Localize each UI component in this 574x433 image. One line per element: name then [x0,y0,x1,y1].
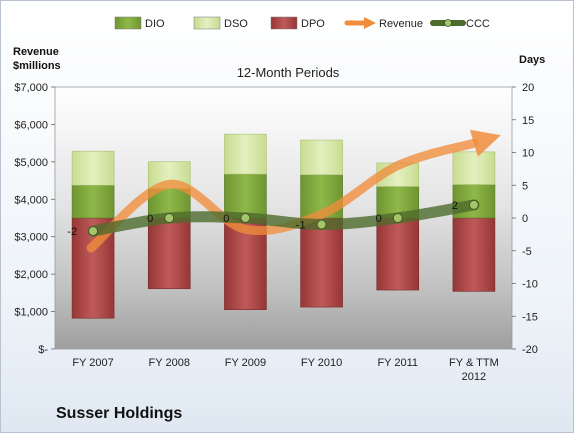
legend-swatch-dpo [270,16,298,30]
legend-label-ccc: CCC [466,18,490,30]
left-axis-tick-label: $3,000 [14,232,48,244]
right-axis-title: Days [519,54,546,66]
category-label: FY 2010 [301,357,342,369]
right-axis-tick-label: -15 [522,311,538,323]
ccc-data-label: -1 [296,220,306,232]
dso-bar [224,133,267,175]
legend-swatch-revenue-head [364,17,376,29]
legend-swatch-dio [114,16,142,30]
right-axis-tick-label: -10 [522,279,538,291]
chart-title: 12-Month Periods [236,65,340,80]
right-axis-tick-label: 20 [522,82,534,94]
ccc-point [468,199,479,210]
dpo-bar [452,217,496,292]
category-label: FY & TTM [449,357,499,369]
dso-bar [71,150,115,186]
ccc-data-label: 0 [223,213,229,225]
ccc-point [316,219,327,230]
legend-label-revenue: Revenue [379,18,423,30]
left-axis-title: Revenue $millions [13,45,61,73]
category-label: FY 2011 [377,357,418,369]
ccc-data-label: 0 [147,213,153,225]
category-label: 2012 [462,371,486,383]
dso-bar [300,139,343,176]
category-label: FY 2007 [72,357,113,369]
right-axis-tick-label: 0 [522,213,528,225]
legend-swatch-ccc-dot [444,19,452,27]
revenue-arrowhead [469,129,501,157]
left-axis-title-line2: $millions [13,60,61,72]
category-label: FY 2008 [149,357,190,369]
dio-bar [224,173,267,219]
dio-bar [71,184,115,219]
right-axis-tick-label: 5 [522,180,528,192]
dso-bar [452,151,496,185]
left-axis-tick-label: $2,000 [14,269,48,281]
left-axis-tick-label: $4,000 [14,194,48,206]
category-label: FY 2009 [225,357,266,369]
left-axis-tick-label: $- [38,344,48,356]
dpo-bar [300,217,343,308]
ccc-point [392,213,403,223]
right-axis-tick-label: 10 [522,148,534,160]
legend-label-dio: DIO [145,18,165,30]
left-axis-tick-label: $7,000 [14,82,48,94]
right-axis-tick-label: -5 [522,246,532,258]
revenue-line [86,138,479,253]
dpo-bar [376,217,420,291]
left-axis-tick-label: $1,000 [14,307,48,319]
legend-label-dpo: DPO [301,18,325,30]
legend-label-dso: DSO [224,18,248,30]
ccc-line [87,199,480,237]
left-axis-tick-label: $6,000 [14,119,48,131]
left-axis-tick-label: $5,000 [14,157,48,169]
ccc-point [88,226,99,237]
ccc-data-label: 0 [376,213,382,225]
ccc-data-label: -2 [67,226,77,238]
right-axis-tick-label: 15 [522,115,534,127]
legend-swatch-dso [193,16,221,30]
ccc-point [164,213,175,223]
ccc-data-label: 2 [452,200,458,212]
company-name: Susser Holdings [56,405,183,422]
left-axis-title-line1: Revenue [13,46,59,58]
dpo-bar [147,217,191,290]
ccc-point [240,213,251,223]
right-axis-tick-label: -20 [522,344,538,356]
